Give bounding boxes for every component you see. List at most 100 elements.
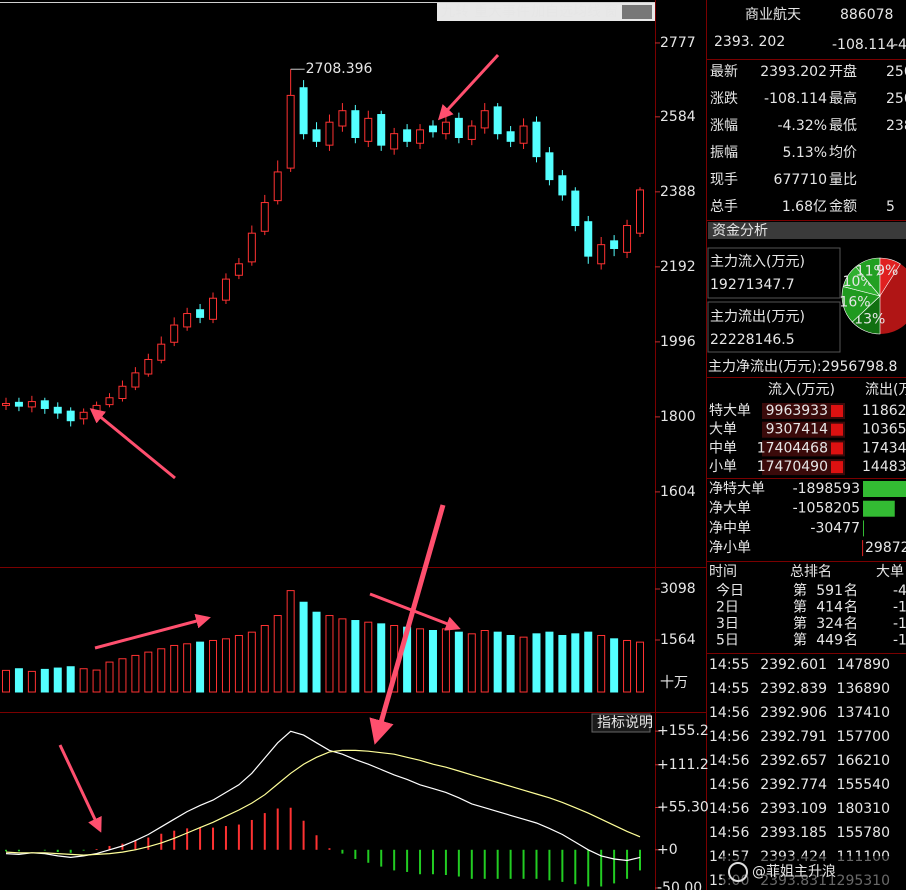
tick-time: 14:56 [709, 705, 749, 721]
candle-body [221, 278, 230, 301]
toolbar-button[interactable]: 加自选 [531, 4, 573, 20]
candle-body [636, 189, 644, 234]
rank-big: -1 [893, 633, 906, 649]
y-tick-label: -50.00 [657, 880, 702, 890]
pie-label: 9% [876, 263, 898, 279]
indicator-button[interactable]: 指标说明 [597, 715, 653, 731]
annotation-arrows [58, 53, 500, 833]
candle-body [53, 406, 62, 414]
y-tick-label: 3098 [660, 581, 696, 597]
toolbar-button[interactable]: 均线 [573, 4, 601, 20]
field-label: 涨跌 [710, 91, 738, 107]
toolbar-menu[interactable] [622, 5, 652, 19]
candle-body [312, 129, 321, 142]
y-tick-label: +0 [657, 842, 678, 858]
field-value: 238 [886, 118, 906, 134]
fund-header-bg [708, 222, 906, 239]
rank-suffix: 名 [844, 616, 858, 632]
price-change-pct: -4 [893, 37, 906, 53]
candle-body [441, 121, 450, 135]
toolbar-button[interactable]: 重大事件 [474, 4, 530, 20]
indicator-button-bg[interactable] [591, 713, 651, 733]
net-bar [862, 540, 864, 557]
rank-big: -1 [893, 616, 906, 632]
y-tick-label: 2192 [660, 259, 696, 275]
net-value: -1058205 [793, 501, 860, 517]
candle-body [247, 232, 256, 263]
volume-bar [312, 611, 321, 693]
candle-body [519, 125, 528, 144]
candle-body [196, 309, 205, 318]
volume-bar [545, 631, 554, 693]
flow-indicator [831, 442, 843, 455]
rank-value: 324 [816, 616, 843, 632]
y-tick-label: +55.30 [657, 800, 709, 816]
flow-cell-bg [762, 421, 845, 438]
y-tick-label: 2388 [660, 184, 696, 200]
flow-indicator [831, 461, 843, 474]
tick-time: 14:56 [709, 753, 749, 769]
tick-volume: 166210 [837, 753, 890, 769]
tick-volume: 180310 [837, 801, 890, 817]
candle-body [532, 121, 541, 158]
volume-bar [273, 615, 282, 693]
net-label: 净小单 [709, 540, 751, 556]
toolbar-button[interactable]: 九转 [441, 4, 469, 20]
volume-bar [66, 666, 75, 693]
outflow-label: 主力流出(万元) [710, 309, 805, 325]
tick-time: 14:56 [709, 825, 749, 841]
net-bar [863, 481, 906, 497]
field-label: 均价 [829, 145, 857, 161]
candle-body [403, 129, 412, 142]
field-label: 总手 [710, 199, 738, 215]
flow-label: 小单 [709, 459, 737, 475]
flow-out: 144832 [862, 459, 906, 475]
volume-bar [14, 668, 23, 693]
volume-bar [467, 633, 476, 693]
volume-bar [377, 623, 386, 693]
flow-out: 118625 [862, 403, 906, 419]
candle-body [157, 343, 166, 361]
flow-in: 17404468 [757, 440, 828, 456]
volume-bar [53, 667, 62, 693]
volume-bar [441, 628, 450, 693]
watermark-icon [728, 862, 748, 882]
y-tick-label: 2777 [660, 35, 696, 51]
rank-big: -1 [893, 600, 906, 616]
toolbar-bg [437, 3, 655, 21]
flow-cell-bg [762, 459, 845, 476]
flow-label: 特大单 [709, 403, 751, 419]
volume-bar [209, 639, 218, 693]
outflow-value: 22228146.5 [710, 332, 795, 348]
candle-body [584, 221, 593, 257]
tick-price: 2392.839 [760, 681, 827, 697]
volume-bar [480, 629, 489, 693]
volume-bar [92, 669, 101, 693]
tick-price: 2392.791 [760, 729, 827, 745]
volume-bar [338, 618, 347, 693]
rank-prefix: 第 [793, 599, 807, 616]
candle-body [183, 313, 192, 328]
volume-bar [131, 654, 140, 693]
tick-volume: 155540 [837, 777, 890, 793]
net-outflow: 主力净流出(万元):2956798.8 [708, 359, 897, 375]
rank-value: 449 [816, 633, 843, 649]
field-value: 677710 [774, 172, 827, 188]
candle-body [170, 324, 179, 343]
y-tick-label: 1564 [660, 632, 696, 648]
rank-header: 总排名 [790, 564, 832, 580]
rank-prefix: 第 [793, 582, 807, 599]
net-value: -30477 [810, 520, 860, 536]
field-label: 金额 [829, 199, 857, 215]
toolbar-button[interactable]: 窗 [604, 3, 618, 20]
flow-out: 103656 [862, 422, 906, 438]
field-label: 涨幅 [710, 118, 738, 134]
candle-body [428, 125, 437, 133]
macd-dif-line [5, 730, 641, 862]
volume-bar [79, 668, 88, 693]
net-value: 29872 [865, 540, 906, 556]
field-value: 250 [886, 64, 906, 80]
high-annotation: 2708.396 [306, 61, 373, 77]
